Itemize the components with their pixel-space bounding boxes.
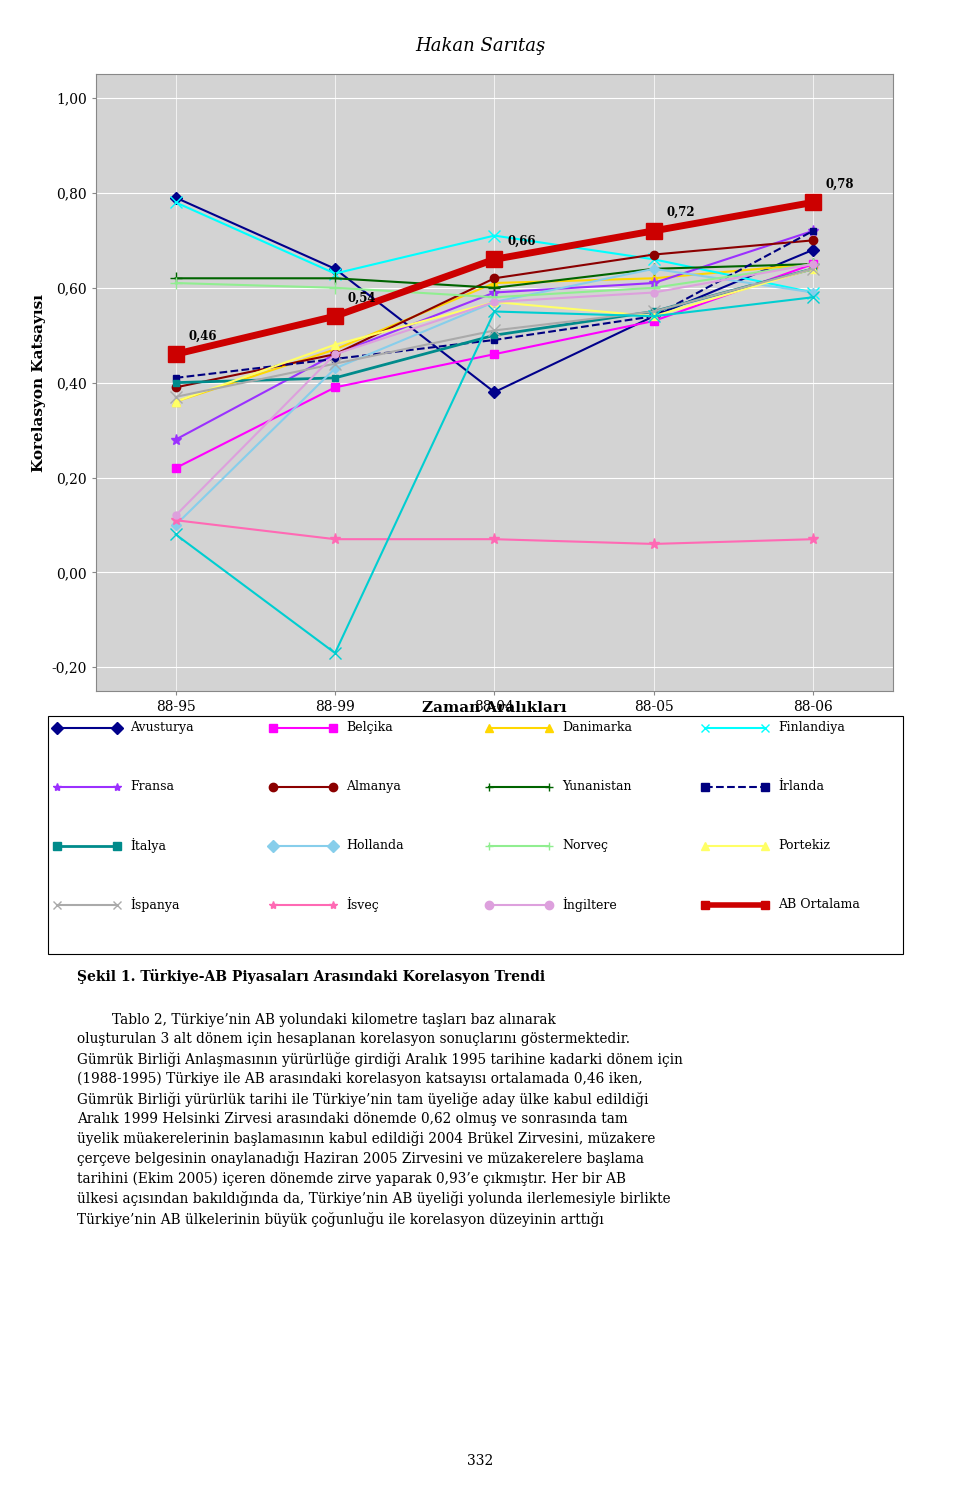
Text: Şekil 1. Türkiye-AB Piyasaları Arasındaki Korelasyon Trendi: Şekil 1. Türkiye-AB Piyasaları Arasındak… — [77, 969, 545, 984]
Text: 332: 332 — [467, 1455, 493, 1468]
Text: 0,72: 0,72 — [666, 207, 695, 218]
Text: Danimarka: Danimarka — [563, 722, 632, 734]
Text: Zaman Aralıkları: Zaman Aralıkları — [422, 701, 566, 715]
Text: İtalya: İtalya — [131, 838, 166, 853]
Text: Almanya: Almanya — [347, 780, 401, 794]
Text: Portekiz: Portekiz — [778, 840, 830, 851]
Text: 0,78: 0,78 — [826, 177, 854, 190]
Text: Belçika: Belçika — [347, 722, 393, 734]
Y-axis label: Korelasyon Katsayısı: Korelasyon Katsayısı — [32, 294, 46, 471]
Text: 0,66: 0,66 — [507, 235, 536, 248]
Text: 0,46: 0,46 — [188, 330, 217, 342]
Text: Tablo 2, Türkiye’nin AB yolundaki kilometre taşları baz alınarak
oluşturulan 3 a: Tablo 2, Türkiye’nin AB yolundaki kilome… — [77, 1013, 683, 1227]
Text: Hakan Sarıtaş: Hakan Sarıtaş — [415, 37, 545, 55]
Text: Finlandiya: Finlandiya — [778, 722, 845, 734]
Text: İrlanda: İrlanda — [778, 780, 824, 794]
Text: AB Ortalama: AB Ortalama — [778, 898, 860, 911]
Text: Yunanistan: Yunanistan — [563, 780, 632, 794]
Text: İngiltere: İngiltere — [563, 898, 617, 912]
Text: Hollanda: Hollanda — [347, 840, 404, 851]
Text: İsveç: İsveç — [347, 898, 379, 912]
Text: İspanya: İspanya — [131, 898, 180, 912]
Text: 0,54: 0,54 — [348, 291, 376, 305]
Text: Fransa: Fransa — [131, 780, 174, 794]
Text: Avusturya: Avusturya — [131, 722, 194, 734]
Text: Norveç: Norveç — [563, 840, 608, 851]
